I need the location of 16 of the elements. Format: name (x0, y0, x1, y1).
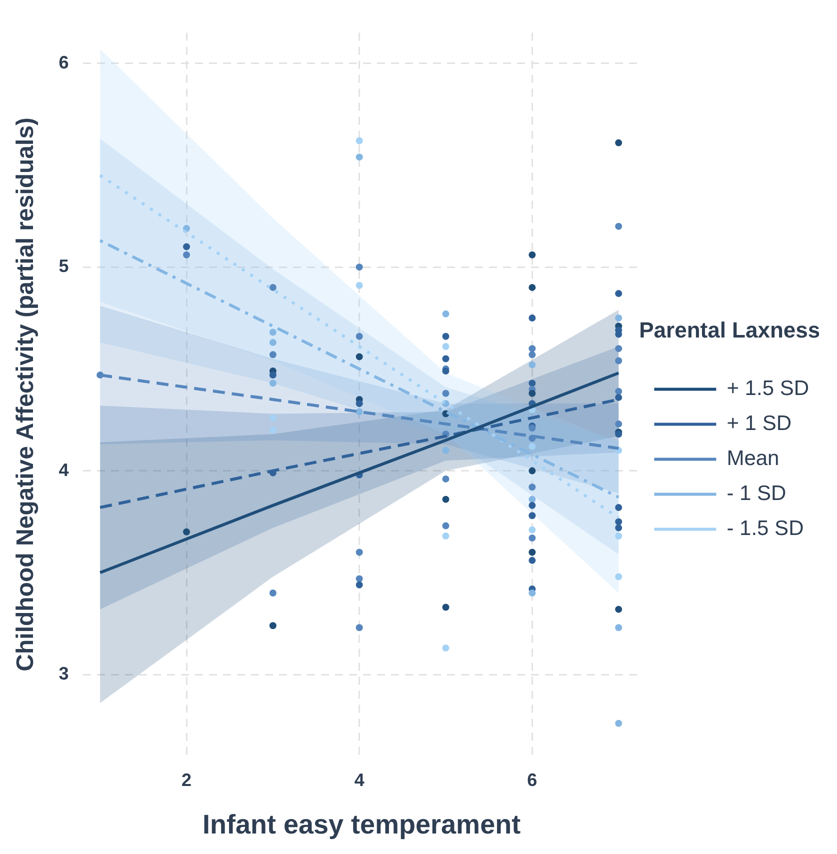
x-tick-label: 2 (182, 770, 192, 790)
y-tick-label: 3 (58, 663, 69, 684)
legend-label: - 1 SD (726, 482, 786, 505)
legend-title: Parental Laxness (639, 317, 820, 342)
legend-label: + 1.5 SD (726, 376, 810, 400)
y-axis-title: Childhood Negative Affectivity (partial residuals) (12, 117, 40, 672)
x-tick-label: 4 (354, 770, 364, 790)
y-tick-label: 6 (58, 52, 69, 72)
y-tick-label: 5 (58, 256, 69, 276)
legend-label: + 1 SD (726, 412, 792, 435)
y-tick-label: 4 (58, 460, 69, 480)
x-axis-title: Infant easy temperament (202, 809, 521, 840)
legend-label: - 1.5 SD (726, 516, 804, 540)
x-tick-label: 6 (527, 770, 538, 790)
legend-label: Mean (726, 446, 780, 470)
line-series (98, 239, 620, 499)
